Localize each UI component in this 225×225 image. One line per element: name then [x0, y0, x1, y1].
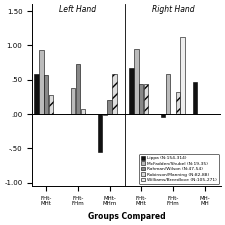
Bar [144, 84, 148, 114]
Bar [81, 109, 85, 114]
Bar [103, 114, 107, 115]
Bar [193, 82, 197, 114]
Bar [98, 114, 102, 152]
Bar [129, 68, 134, 114]
Bar [112, 74, 117, 114]
Bar [134, 50, 139, 114]
Text: Right Hand: Right Hand [152, 5, 194, 14]
Text: Left Hand: Left Hand [59, 5, 97, 14]
Bar [176, 92, 180, 114]
Bar [107, 100, 112, 114]
Bar [180, 37, 185, 114]
X-axis label: Groups Compared: Groups Compared [88, 212, 165, 221]
Legend: Lippa (N:154-314), McFadden/Shubel (N:19-35), Rahman/Wilson (N:47-54), Robinson/: Lippa (N:154-314), McFadden/Shubel (N:19… [139, 154, 219, 184]
Bar [44, 75, 48, 114]
Bar [71, 88, 75, 114]
Bar [139, 84, 143, 114]
Bar [161, 114, 165, 117]
Bar [39, 50, 44, 114]
Bar [76, 64, 80, 114]
Bar [34, 74, 39, 114]
Bar [166, 74, 170, 114]
Bar [49, 95, 53, 114]
